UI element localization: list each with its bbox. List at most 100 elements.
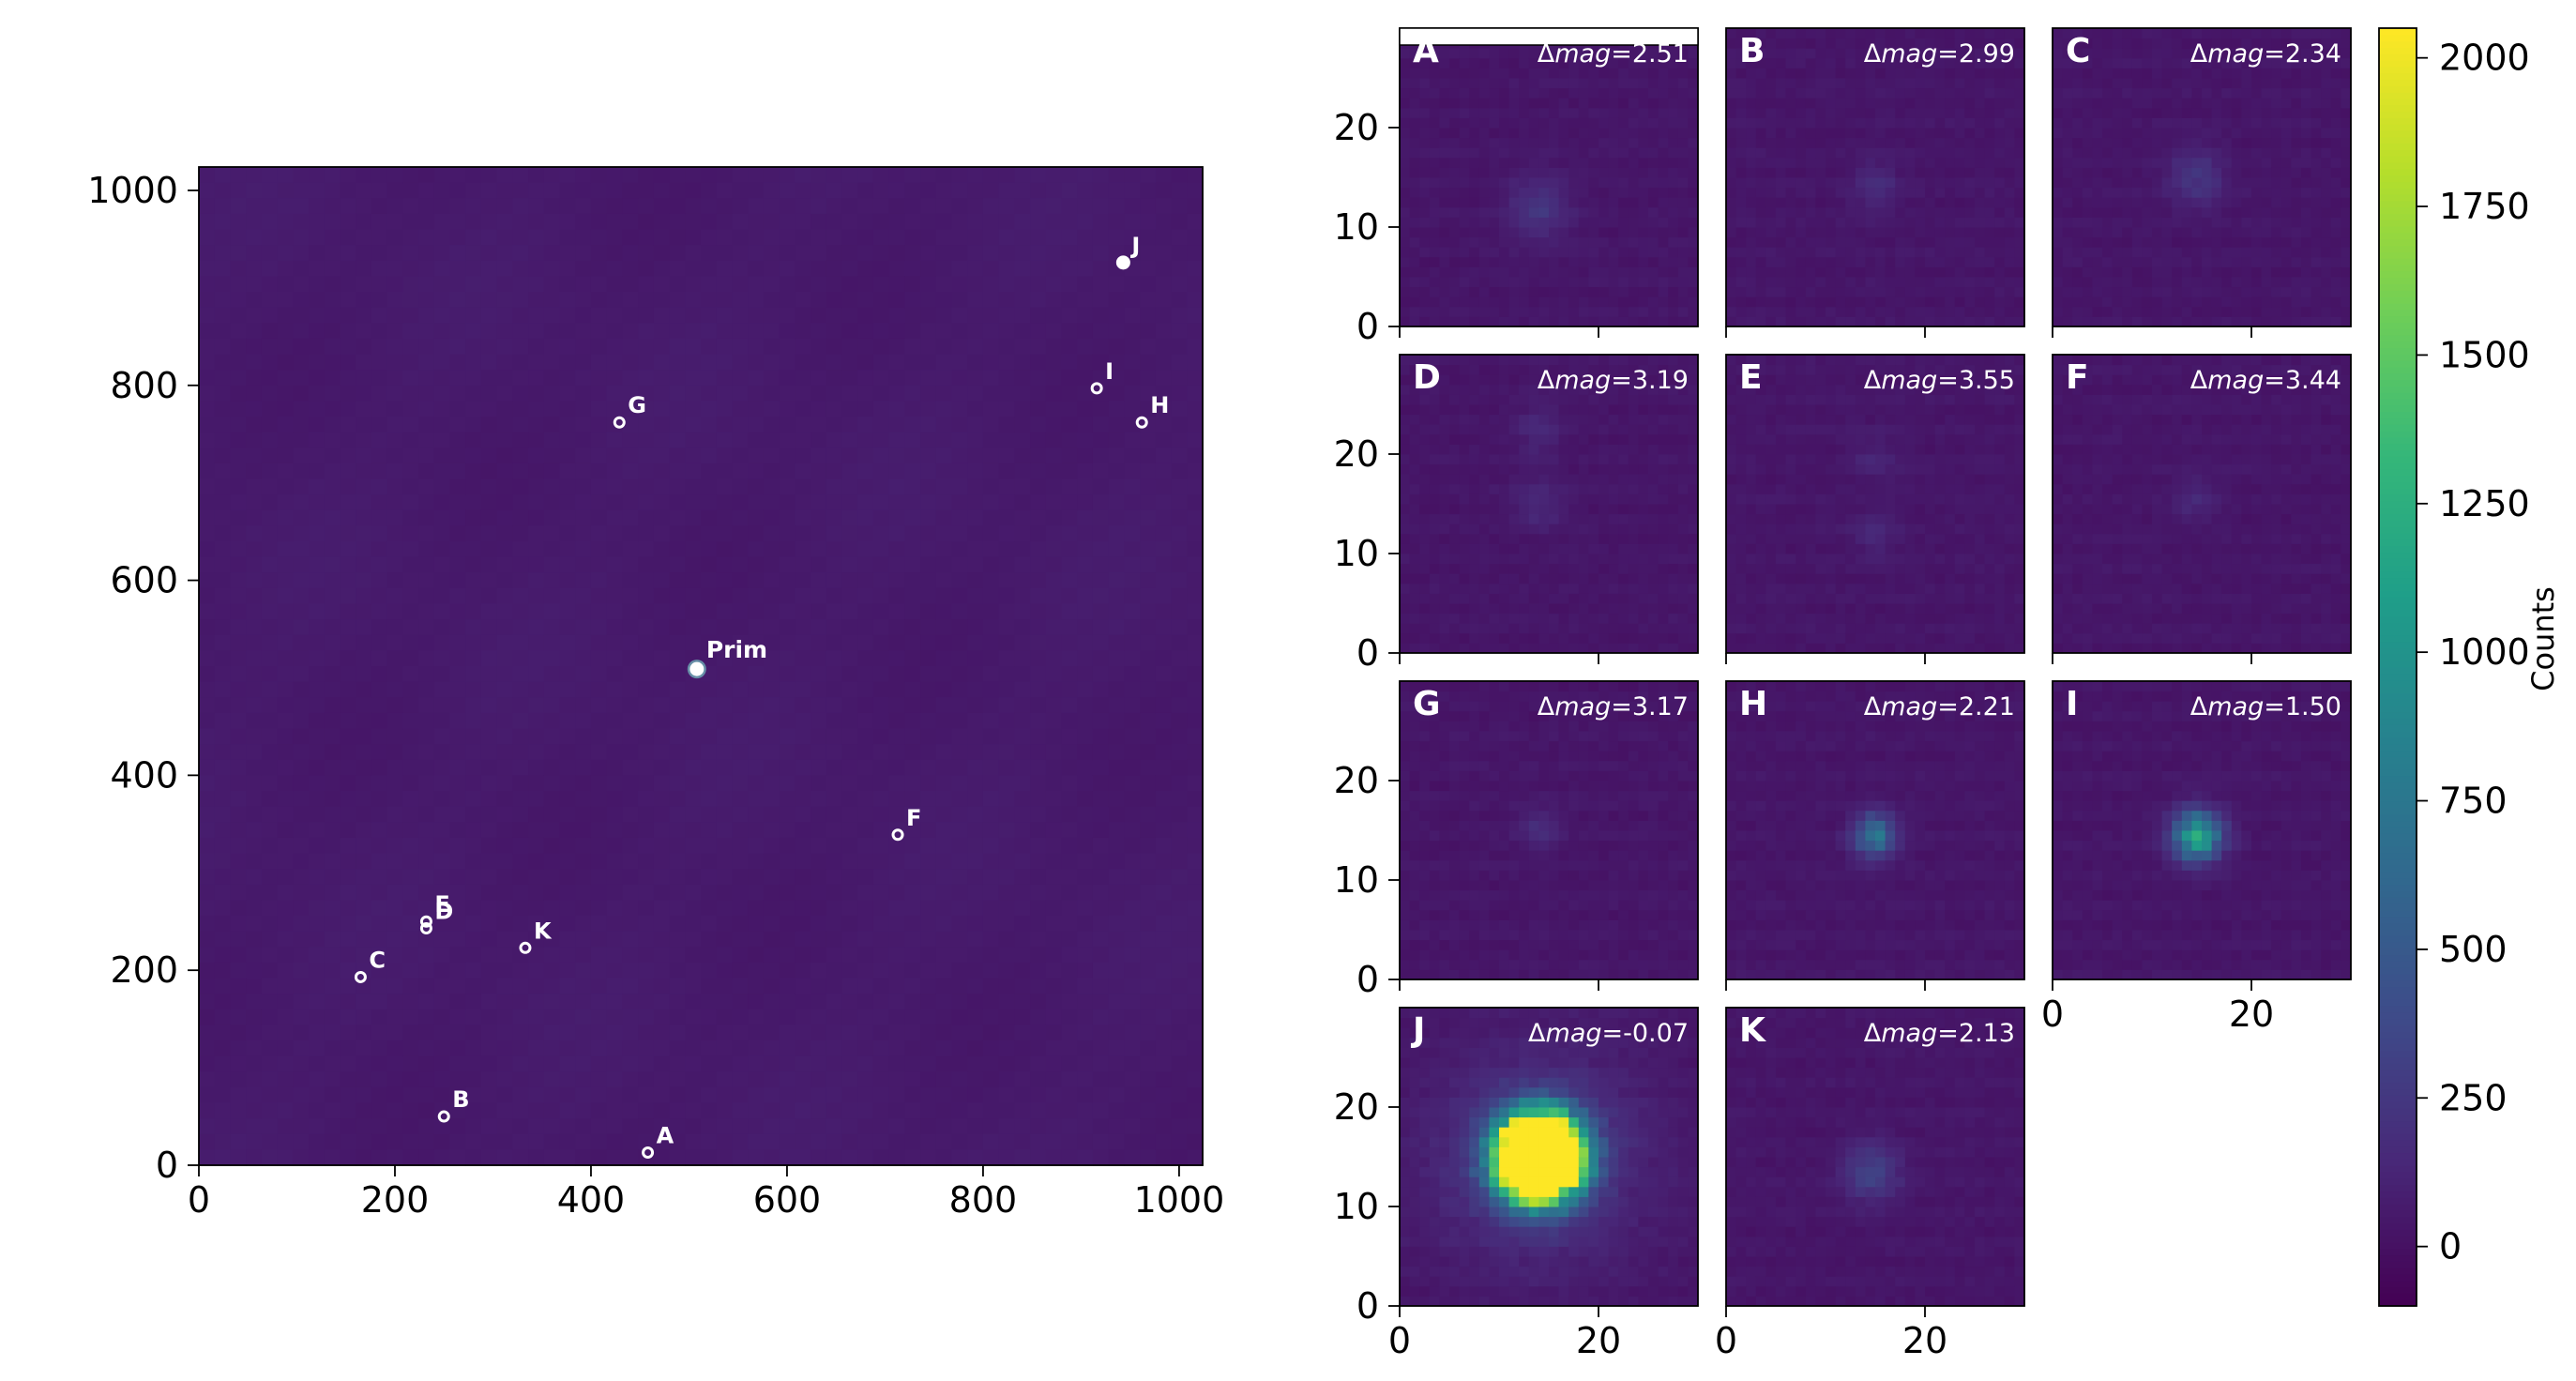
cutout-image [1726,681,2025,980]
cutout-dmag-label: Δmag=2.99 [1864,39,2015,68]
main-xtick-label: 400 [557,1179,626,1221]
cutout-label: B [1739,32,1765,70]
cutout-label: G [1413,685,1441,723]
colorbar-tick-label: 1750 [2439,186,2530,227]
cutout-label: I [2066,685,2078,723]
cutout-label: H [1739,685,1767,723]
cutout-ytick-label: 10 [1334,1186,1379,1227]
cutout-image [1726,28,2025,327]
main-ytick-label: 600 [110,560,178,601]
cutout-label: J [1410,1011,1425,1050]
cutout-image [1400,681,1699,980]
cutout-dmag-label: Δmag=3.17 [1538,692,1689,721]
colorbar-tick-label: 2000 [2439,38,2530,79]
main-frame [198,166,1204,1166]
source-marker [437,1110,450,1123]
cutout-ytick-label: 10 [1334,533,1379,574]
cutout-frame [2052,27,2352,327]
cutout-ytick-label: 10 [1334,859,1379,901]
source-marker [642,1146,655,1159]
cutout-overlay-bar [1399,27,1699,46]
source-label: E [434,891,449,918]
colorbar-label: Counts [2525,586,2561,691]
cutout-ytick-label: 0 [1356,632,1379,674]
cutout-ytick-label: 20 [1334,1086,1379,1128]
cutout-dmag-label: Δmag=2.21 [1864,692,2015,721]
cutout-image [1400,355,1699,654]
cutout-panel: E Δmag=3.55 [1725,354,2025,664]
source-marker [1115,255,1130,270]
source-label: C [369,947,386,973]
source-marker [689,661,705,676]
colorbar-tick-label: 250 [2439,1077,2508,1118]
cutout-dmag-label: Δmag=2.51 [1538,39,1689,68]
cutout-xtick-label: 0 [2041,994,2064,1035]
colorbar-tick-label: 500 [2439,929,2508,970]
source-label: G [628,392,646,418]
cutout-ytick-label: 0 [1356,959,1379,1000]
source-marker [1135,416,1148,429]
cutout-image [1726,355,2025,654]
cutout-dmag-label: Δmag=2.34 [2190,39,2341,68]
cutout-panel: B Δmag=2.99 [1725,27,2025,338]
cutout-frame [1725,680,2025,980]
cutout-label: D [1413,358,1441,397]
cutout-label: F [2066,358,2089,397]
cutout-dmag-label: Δmag=1.50 [2190,692,2341,721]
cutout-panel: A Δmag=2.51 0 10 20 [1334,27,1699,347]
cutout-image [1726,1008,2025,1307]
cutout-ytick-label: 0 [1356,1285,1379,1327]
source-marker [613,416,626,429]
cutout-dmag-label: Δmag=3.44 [2190,366,2341,395]
main-xtick-label: 800 [949,1179,1018,1221]
source-label: B [452,1086,469,1113]
cutout-frame [1399,354,1699,654]
colorbar-tick-label: 0 [2439,1226,2462,1267]
cutout-label: A [1413,32,1439,70]
cutout-dmag-label: Δmag=3.19 [1538,366,1689,395]
cutout-image [1400,1008,1699,1307]
cutout-xtick-label: 0 [1388,1320,1411,1361]
cutout-ytick-label: 20 [1334,433,1379,475]
cutout-frame [1725,1007,2025,1307]
source-label: I [1105,358,1114,385]
cutout-image [2053,355,2352,654]
cutout-frame [2052,680,2352,980]
cutout-frame [1725,354,2025,654]
colorbar-gradient [2379,28,2417,1307]
cutout-panel: H Δmag=2.21 [1725,680,2025,991]
source-label: F [906,805,921,831]
cutout-panel: J Δmag=-0.07 0 20 0 10 20 [1334,1007,1699,1361]
main-ytick-label: 200 [110,949,178,991]
cutout-dmag-label: Δmag=-0.07 [1528,1019,1689,1048]
cutout-panel: F Δmag=3.44 [2052,354,2352,664]
cutout-panel: I Δmag=1.50 0 20 [2041,680,2352,1035]
main-xtick-label: 0 [188,1179,210,1221]
cutout-xtick-label: 0 [1715,1320,1737,1361]
colorbar-tick-label: 1000 [2439,631,2530,673]
cutout-image [2053,681,2352,980]
source-label: D [434,899,453,925]
main-ytick-label: 800 [110,365,178,406]
cutout-ytick-label: 20 [1334,760,1379,801]
cutout-frame [1399,680,1699,980]
cutout-image [1400,28,1699,327]
cutout-xtick-label: 20 [1576,1320,1621,1361]
cutout-dmag-label: Δmag=2.13 [1864,1019,2015,1048]
cutout-ytick-label: 0 [1356,306,1379,347]
source-marker [891,828,904,842]
source-marker [354,970,367,983]
source-label: K [534,918,553,944]
cutout-frame [1399,1007,1699,1307]
cutout-panel: K Δmag=2.13 0 20 [1715,1007,2025,1361]
cutout-grid: A Δmag=2.51 0 10 20 B Δmag=2.99 C Δmag=2.34 D Δmag… [1334,27,2352,1361]
cutout-panel: D Δmag=3.19 0 10 20 [1334,354,1699,674]
source-marker [419,922,432,935]
main-image-panel: 0 200 400 600 800 1000 0 200 400 600 800 1000 Prim A B… [87,166,1224,1221]
main-xtick-label: 600 [753,1179,822,1221]
colorbar-tick-label: 750 [2439,781,2508,822]
source-label: J [1129,233,1140,259]
cutout-panel: G Δmag=3.17 0 10 20 [1334,680,1699,1000]
colorbar-frame [2378,27,2417,1307]
cutout-frame [2052,354,2352,654]
